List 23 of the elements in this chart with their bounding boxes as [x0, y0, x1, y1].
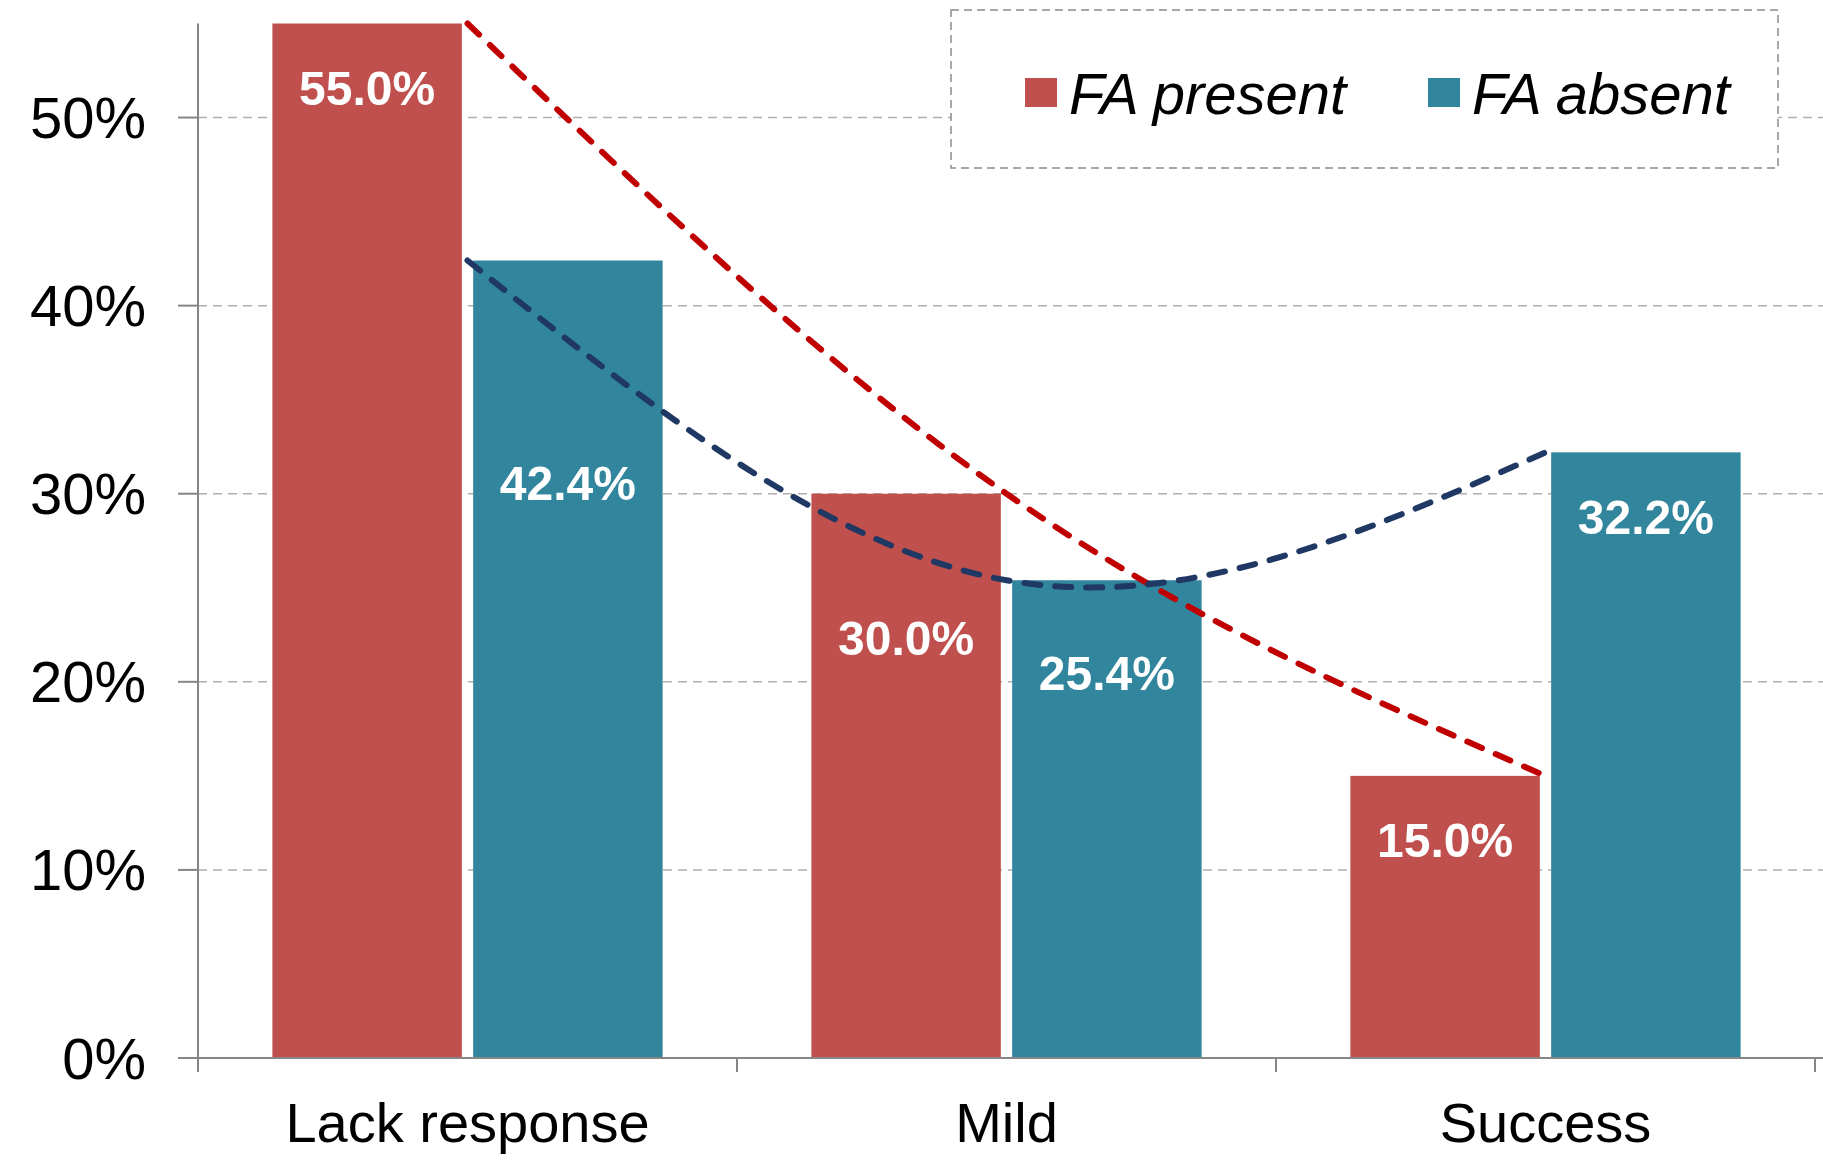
- data-label: 32.2%: [1577, 490, 1714, 544]
- data-label: 42.4%: [499, 456, 636, 510]
- bar: [811, 493, 1001, 1058]
- legend-label: FA absent: [1472, 60, 1733, 126]
- bar: [1551, 452, 1741, 1058]
- data-label: 15.0%: [1377, 814, 1514, 868]
- bar: [1012, 580, 1202, 1058]
- bar: [473, 260, 663, 1058]
- y-tick-label: 0%: [62, 1025, 146, 1091]
- y-tick-label: 30%: [29, 461, 146, 527]
- y-tick-label: 50%: [29, 85, 146, 151]
- y-tick-label: 20%: [29, 649, 146, 715]
- bar: [272, 23, 462, 1058]
- y-tick-label: 10%: [29, 837, 146, 903]
- data-label: 30.0%: [838, 612, 975, 666]
- data-label: 25.4%: [1038, 647, 1175, 701]
- bar: [1350, 775, 1540, 1058]
- legend-label: FA present: [1069, 60, 1350, 126]
- y-tick-label: 40%: [29, 273, 146, 339]
- x-tick-label: Success: [1439, 1091, 1652, 1154]
- x-tick-label: Lack response: [285, 1091, 650, 1154]
- data-label: 55.0%: [299, 62, 436, 115]
- x-tick-label: Mild: [955, 1091, 1058, 1154]
